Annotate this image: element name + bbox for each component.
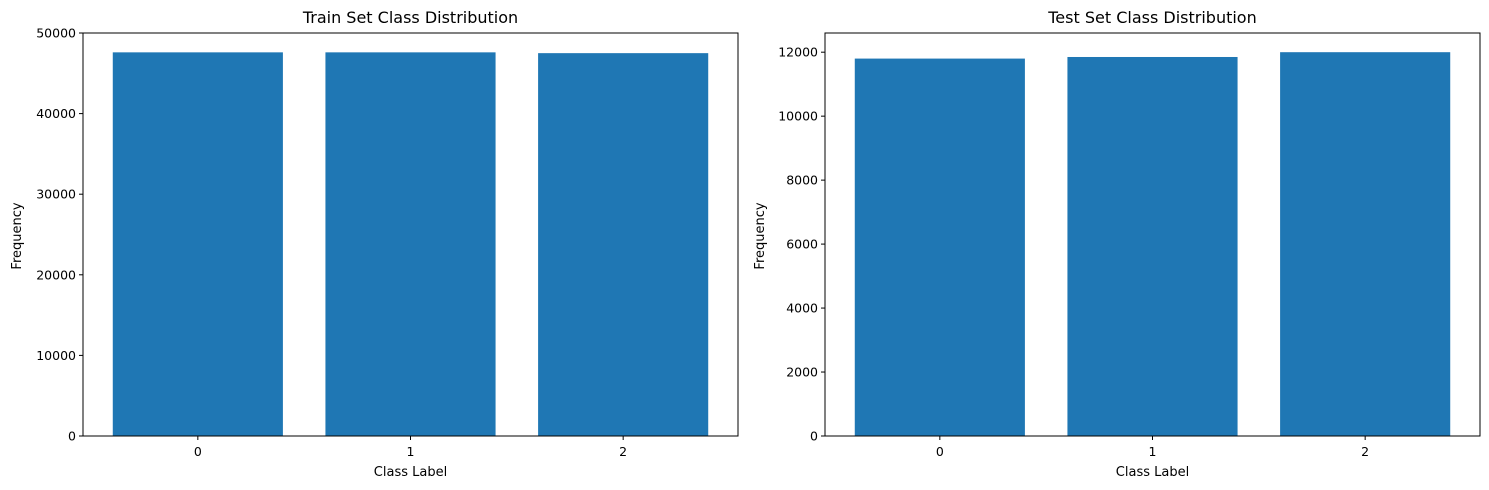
test-bar-1 (1067, 56, 1238, 436)
train-y-tick-label: 30000 (36, 187, 76, 202)
train-x-tick-label: 0 (194, 444, 202, 459)
test-y-tick-label: 12000 (778, 45, 818, 60)
train-y-tick-label: 10000 (36, 348, 76, 363)
train-x-tick-label: 2 (619, 444, 627, 459)
train-x-ticks: 0 1 2 (194, 436, 627, 459)
test-chart: Test Set Class Distribution Class Label … (753, 8, 1481, 480)
train-y-tick-label: 20000 (36, 267, 76, 282)
train-plot-frame (82, 32, 739, 437)
train-x-axis-label: Class Label (374, 465, 447, 480)
test-plot-frame (824, 32, 1481, 437)
test-chart-title: Test Set Class Distribution (1047, 8, 1256, 27)
train-y-tick-label: 50000 (36, 26, 76, 41)
train-bar-2 (538, 53, 709, 437)
test-x-tick-label: 2 (1361, 444, 1369, 459)
train-bar-1 (325, 52, 496, 437)
train-y-tick-label: 40000 (36, 106, 76, 121)
test-y-ticks: 0 2000 4000 6000 8000 10000 12000 (778, 45, 825, 444)
test-y-tick-label: 4000 (786, 301, 818, 316)
test-x-axis-label: Class Label (1116, 465, 1189, 480)
test-y-tick-label: 0 (810, 429, 818, 444)
train-y-ticks: 0 10000 20000 30000 40000 50000 (36, 26, 83, 444)
test-y-tick-label: 2000 (786, 365, 818, 380)
test-y-tick-label: 6000 (786, 237, 818, 252)
train-bars (112, 52, 709, 437)
test-bar-2 (1280, 52, 1451, 436)
train-y-axis-label: Frequency (10, 202, 25, 269)
test-x-tick-label: 1 (1149, 444, 1157, 459)
test-x-ticks: 0 1 2 (936, 436, 1369, 459)
test-x-tick-label: 0 (936, 444, 944, 459)
train-chart: Train Set Class Distribution Class Label… (10, 8, 739, 480)
test-bars (854, 52, 1451, 436)
train-y-tick-label: 0 (68, 429, 76, 444)
test-y-axis-label: Frequency (753, 202, 768, 269)
train-bar-0 (112, 52, 283, 437)
train-chart-title: Train Set Class Distribution (302, 8, 518, 27)
test-bar-0 (854, 58, 1025, 436)
test-y-tick-label: 10000 (778, 109, 818, 124)
train-x-tick-label: 1 (407, 444, 415, 459)
test-y-tick-label: 8000 (786, 173, 818, 188)
